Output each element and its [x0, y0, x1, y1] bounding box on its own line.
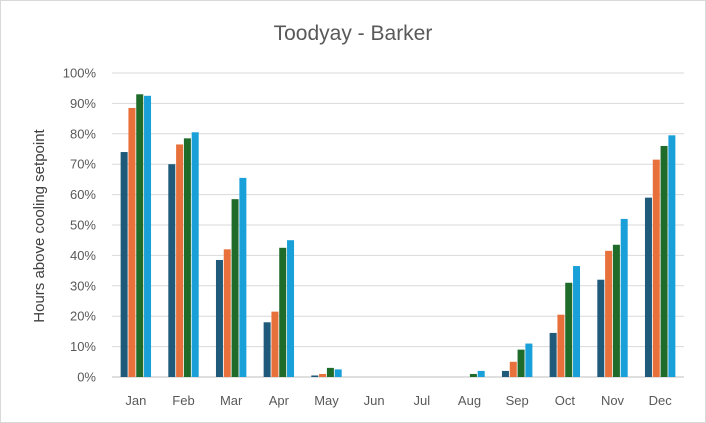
bar-apr-series-1: [263, 322, 271, 377]
bar-dec-series-4: [668, 135, 676, 377]
y-axis-label: Hours above cooling setpoint: [31, 128, 48, 322]
x-tick-label: Sep: [506, 393, 529, 408]
bar-apr-series-4: [287, 240, 295, 377]
bar-sep-series-3: [517, 349, 525, 377]
y-tick-label: 90%: [70, 96, 96, 111]
y-tick-label: 30%: [70, 278, 96, 293]
bar-dec-series-2: [652, 159, 660, 377]
bar-may-series-2: [319, 373, 327, 377]
bar-nov-series-4: [620, 218, 628, 377]
x-tick-label: Oct: [555, 393, 576, 408]
x-tick-label: Apr: [269, 393, 290, 408]
bar-oct-series-1: [549, 332, 557, 377]
bar-jan-series-2: [128, 107, 136, 378]
chart-title: Toodyay - Barker: [274, 22, 433, 45]
bar-apr-series-3: [279, 247, 287, 377]
x-tick-label: Jun: [364, 393, 385, 408]
y-tick-label: 80%: [70, 126, 96, 141]
x-tick-label: May: [314, 393, 339, 408]
y-tick-label: 40%: [70, 248, 96, 263]
x-tick-label: Mar: [220, 393, 243, 408]
bar-feb-series-3: [183, 138, 191, 377]
bar-dec-series-3: [660, 145, 668, 377]
bar-mar-series-2: [223, 249, 231, 377]
bar-dec-series-1: [644, 197, 652, 377]
y-tick-label: 0%: [77, 370, 96, 385]
bar-nov-series-3: [612, 244, 620, 377]
bar-jan-series-3: [136, 94, 144, 377]
bar-may-series-3: [326, 367, 334, 377]
bar-feb-series-2: [176, 144, 184, 377]
bar-feb-series-4: [191, 132, 199, 377]
x-tick-label: Feb: [172, 393, 194, 408]
x-tick-label: Nov: [601, 393, 625, 408]
bar-oct-series-4: [573, 266, 581, 377]
bar-apr-series-2: [271, 311, 279, 377]
x-tick-label: Jan: [125, 393, 146, 408]
y-tick-label: 20%: [70, 309, 96, 324]
y-tick-label: 100%: [63, 66, 97, 81]
bar-jan-series-1: [120, 152, 128, 377]
bar-feb-series-1: [168, 164, 176, 377]
bar-oct-series-2: [557, 314, 565, 377]
bar-oct-series-3: [565, 282, 573, 377]
bar-nov-series-2: [605, 250, 613, 377]
bar-nov-series-1: [597, 279, 605, 377]
x-tick-label: Jul: [414, 393, 431, 408]
bar-aug-series-4: [477, 370, 485, 377]
bar-mar-series-3: [231, 199, 239, 377]
bar-sep-series-1: [501, 370, 509, 377]
y-tick-label: 50%: [70, 218, 96, 233]
y-tick-label: 70%: [70, 157, 96, 172]
bar-sep-series-2: [509, 361, 517, 377]
bar-jan-series-4: [144, 95, 152, 378]
bar-mar-series-1: [215, 259, 223, 377]
bar-may-series-4: [334, 369, 342, 377]
bar-sep-series-4: [525, 343, 533, 377]
y-tick-label: 60%: [70, 187, 96, 202]
x-tick-label: Aug: [458, 393, 481, 408]
bar-mar-series-4: [239, 177, 247, 377]
bar-aug-series-3: [469, 373, 477, 377]
y-tick-label: 10%: [70, 339, 96, 354]
bar-may-series-1: [311, 375, 319, 377]
x-tick-label: Dec: [649, 393, 673, 408]
